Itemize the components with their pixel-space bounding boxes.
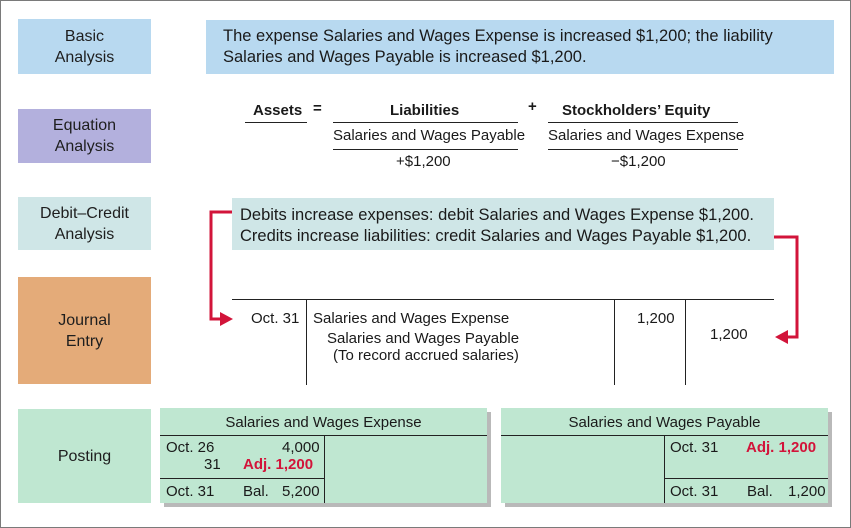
expense-title-rule [160,435,487,437]
payable-balance-date: Oct. 31 [670,483,719,500]
equation-plus-sign: + [528,98,537,115]
journal-debit-amount: 1,200 [637,310,675,327]
payable-adjustment-amount: Adj. 1,200 [746,439,817,456]
journal-date: Oct. 31 [251,310,300,327]
liabilities-rule [333,122,518,124]
step-label-equation-analysis: Equation Analysis [18,109,151,163]
equity-rule [548,122,738,124]
equation-equity-heading: Stockholders’ Equity [562,102,711,119]
equity-account-rule [548,149,738,151]
journal-top-rule [232,299,774,301]
basic-analysis-line-1: The expense Salaries and Wages Expense i… [223,27,773,45]
equation-equity-change: −$1,200 [611,153,666,170]
payable-balance-amount: 1,200 [788,483,826,500]
step-label-posting: Posting [18,409,151,503]
expense-balance-date: Oct. 31 [166,483,215,500]
liability-account-rule [333,149,518,151]
basic-analysis-line-2: Salaries and Wages Payable is increased … [223,48,587,66]
debit-credit-box: Debits increase expenses: debit Salaries… [232,198,774,250]
expense-balance-rule [160,478,324,480]
expense-account-title: Salaries and Wages Expense [225,414,422,431]
expense-t-account: Salaries and Wages Expense Oct. 26 4,000… [160,408,487,503]
journal-credit-divider [685,299,687,385]
journal-debit-account: Salaries and Wages Expense [313,310,510,327]
credit-flow-arrow [774,235,799,344]
step-label-basic-analysis: Basic Analysis [18,19,151,74]
payable-balance-rule [664,478,828,480]
expense-balance-label: Bal. [243,483,269,500]
journal-debit-divider [614,299,616,385]
payable-balance-label: Bal. [747,483,773,500]
journal-explanation: (To record accrued salaries) [333,347,519,364]
equation-equity-account: Salaries and Wages Expense [548,127,745,144]
expense-row2-date: 31 [204,456,221,473]
debit-credit-line-1: Debits increase expenses: debit Salaries… [240,206,754,224]
equation-equals-sign: = [313,100,322,117]
journal-credit-amount: 1,200 [710,326,748,343]
equation-liability-account: Salaries and Wages Payable [333,127,526,144]
payable-row1-date: Oct. 31 [670,439,719,456]
expense-row1-date: Oct. 26 [166,439,215,456]
payable-t-account: Salaries and Wages Payable Oct. 31 Adj. … [501,408,828,503]
payable-account-title: Salaries and Wages Payable [568,414,761,431]
step-label-debit-credit-analysis: Debit–Credit Analysis [18,197,151,250]
assets-underline [245,122,307,124]
debit-credit-line-2: Credits increase liabilities: credit Sal… [240,227,752,245]
journal-date-divider [306,299,308,385]
basic-analysis-box: The expense Salaries and Wages Expense i… [206,20,834,74]
journal-credit-account: Salaries and Wages Payable [327,330,520,347]
expense-center-divider [324,435,326,503]
equation-liabilities-heading: Liabilities [390,102,460,119]
expense-row1-amount: 4,000 [282,439,320,456]
payable-center-divider [664,435,666,503]
expense-balance-amount: 5,200 [282,483,320,500]
equation-liability-change: +$1,200 [396,153,451,170]
expense-adjustment-amount: Adj. 1,200 [243,456,314,473]
debit-flow-arrow [209,210,233,326]
equation-assets: Assets [253,102,303,119]
step-label-journal-entry: Journal Entry [18,277,151,384]
